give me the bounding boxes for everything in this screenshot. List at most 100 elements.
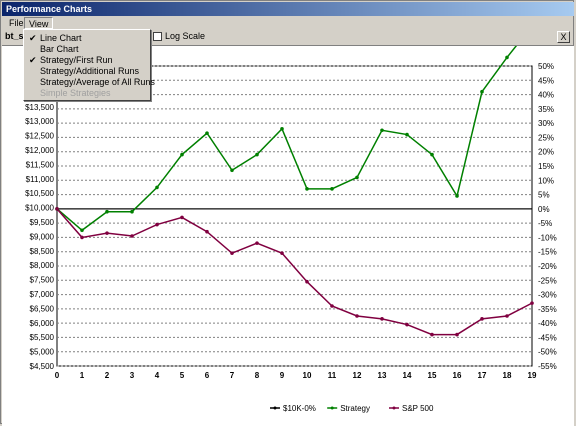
left-tick-label: $9,000 xyxy=(30,232,55,241)
x-tick-label: 0 xyxy=(55,371,60,380)
view-menu-item-strategy-first-run[interactable]: ✔ Strategy/First Run xyxy=(24,55,150,66)
left-tick-label: $5,500 xyxy=(30,333,55,342)
view-menu-item-label: Strategy/Additional Runs xyxy=(40,66,140,76)
data-point xyxy=(305,279,309,284)
check-icon: ✔ xyxy=(29,33,37,43)
log-scale-checkbox[interactable] xyxy=(153,32,162,41)
right-tick-label: -45% xyxy=(538,333,557,342)
data-point xyxy=(455,194,459,198)
data-point xyxy=(355,175,359,180)
view-menu-item-label: Strategy/First Run xyxy=(40,55,113,65)
left-tick-label: $8,000 xyxy=(30,261,55,270)
series-line-s-p-500 xyxy=(56,208,533,336)
data-point xyxy=(255,241,259,245)
x-tick-label: 5 xyxy=(180,371,185,380)
window-title: Performance Charts xyxy=(2,2,574,16)
right-tick-label: 30% xyxy=(538,119,554,128)
symbol-label: bt_s xyxy=(5,31,24,41)
x-tick-label: 4 xyxy=(155,371,160,380)
x-tick-label: 8 xyxy=(255,371,260,380)
data-point xyxy=(55,207,59,211)
left-tick-label: $9,500 xyxy=(30,218,55,227)
left-tick-label: $7,000 xyxy=(30,290,55,299)
view-menu-item-label: Simple Strategies xyxy=(40,88,111,98)
left-tick-label: $8,500 xyxy=(30,247,55,256)
data-point xyxy=(430,332,434,337)
check-icon: ✔ xyxy=(29,55,37,65)
view-menu-item-label: Bar Chart xyxy=(40,44,79,54)
x-tick-label: 12 xyxy=(353,371,362,380)
data-point xyxy=(380,317,384,321)
series-line-strategy xyxy=(56,46,518,232)
x-tick-label: 18 xyxy=(503,371,512,380)
right-tick-label: -30% xyxy=(538,291,557,300)
data-point xyxy=(205,229,209,234)
right-tick-label: -55% xyxy=(538,362,557,371)
data-point xyxy=(480,317,484,321)
right-tick-label: 40% xyxy=(538,91,554,100)
x-tick-label: 16 xyxy=(453,371,462,380)
data-point xyxy=(530,301,534,305)
x-tick-label: 11 xyxy=(328,371,337,380)
x-tick-label: 17 xyxy=(478,371,487,380)
x-tick-label: 2 xyxy=(105,371,110,380)
left-tick-label: $13,000 xyxy=(25,117,54,126)
right-tick-label: -40% xyxy=(538,319,557,328)
right-tick-label: -5% xyxy=(538,219,552,228)
x-tick-label: 10 xyxy=(303,371,312,380)
left-tick-label: $7,500 xyxy=(30,276,55,285)
x-tick-label: 19 xyxy=(528,371,537,380)
left-tick-label: $4,500 xyxy=(30,362,55,371)
data-point xyxy=(130,209,134,214)
left-tick-label: $6,000 xyxy=(30,319,55,328)
data-point xyxy=(130,234,134,238)
view-menu-item-strategy-average-of-all-runs[interactable]: Strategy/Average of All Runs xyxy=(24,77,155,88)
right-tick-label: 50% xyxy=(538,62,554,71)
x-tick-label: 14 xyxy=(403,371,412,380)
data-point xyxy=(105,231,109,235)
right-tick-label: 45% xyxy=(538,76,554,85)
data-point xyxy=(480,89,484,94)
legend-marker xyxy=(273,406,277,410)
legend-label: $10K-0% xyxy=(283,404,316,413)
chart-area: 50% 45% 40% 35% 30% 25% 20% 15% 10% 5% 0% -5% -10% -1… xyxy=(2,45,574,426)
view-menu-dropdown: ✔ Line Chart Bar Chart ✔ Strategy/First Run S… xyxy=(23,29,155,101)
view-menu-item-strategy-additional-runs[interactable]: Strategy/Additional Runs xyxy=(24,66,150,77)
right-tick-label: 15% xyxy=(538,162,554,171)
legend-label: Strategy xyxy=(340,404,370,413)
right-tick-label: 25% xyxy=(538,133,554,142)
right-tick-label: -20% xyxy=(538,262,557,271)
right-tick-label: -50% xyxy=(538,348,557,357)
log-scale-label[interactable]: Log Scale xyxy=(165,31,206,41)
data-point xyxy=(405,322,409,327)
data-point xyxy=(505,314,509,318)
data-point xyxy=(280,251,284,255)
view-menu-item-label: Line Chart xyxy=(40,33,82,43)
x-tick-label: 15 xyxy=(428,371,437,380)
data-point xyxy=(330,187,334,191)
view-menu-item-bar-chart[interactable]: Bar Chart xyxy=(24,44,150,55)
view-menu-item-label: Strategy/Average of All Runs xyxy=(40,77,155,87)
menu-view[interactable]: View xyxy=(24,17,54,29)
right-tick-label: -25% xyxy=(538,276,557,285)
data-point xyxy=(430,152,434,157)
data-point xyxy=(180,215,184,220)
data-point xyxy=(355,314,359,318)
close-chart-button[interactable]: X xyxy=(557,31,570,43)
left-tick-label: $12,500 xyxy=(25,132,54,141)
data-point xyxy=(80,228,84,233)
data-point xyxy=(380,128,384,133)
legend-label: S&P 500 xyxy=(402,404,434,413)
menu-file[interactable]: File xyxy=(9,18,24,28)
right-tick-label: 0% xyxy=(538,205,550,214)
x-tick-label: 7 xyxy=(230,371,235,380)
right-tick-label: 5% xyxy=(538,191,550,200)
left-tick-label: $10,000 xyxy=(25,204,54,213)
data-point xyxy=(280,127,284,131)
view-menu-item-line-chart[interactable]: ✔ Line Chart xyxy=(24,33,150,44)
data-point xyxy=(305,187,309,191)
data-point xyxy=(230,168,234,173)
left-tick-label: $12,000 xyxy=(25,146,54,155)
left-tick-label: $5,000 xyxy=(30,348,55,357)
